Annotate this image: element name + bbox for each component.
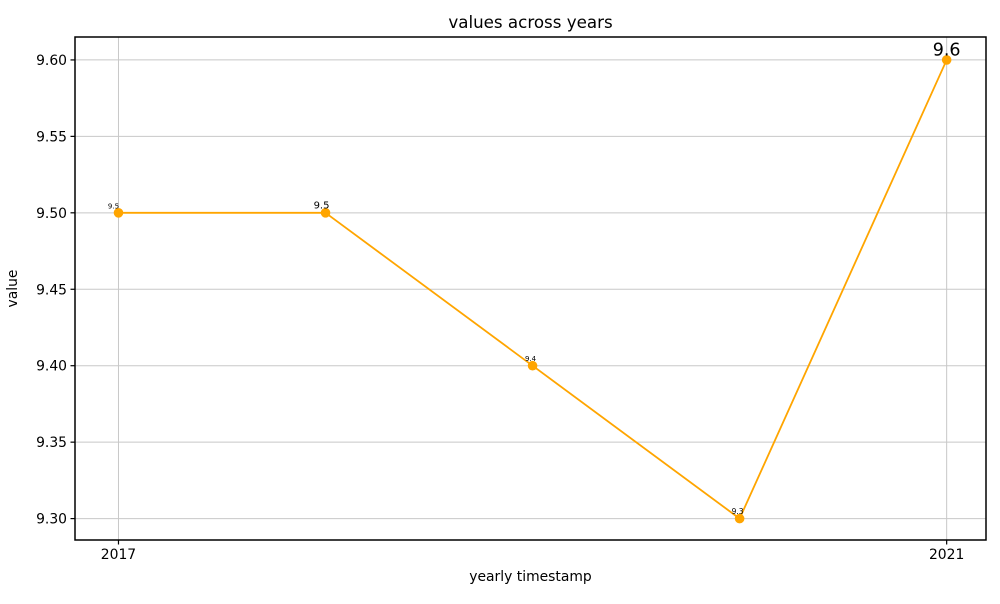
y-tick-label: 9.30 — [36, 512, 67, 528]
chart-title: values across years — [448, 12, 612, 32]
y-tick-label: 9.55 — [36, 129, 67, 145]
point-label: 9.4 — [525, 355, 537, 363]
x-tick-label: 2021 — [929, 547, 964, 563]
y-tick-label: 9.40 — [36, 359, 67, 375]
y-tick-label: 9.60 — [36, 53, 67, 69]
plot-border — [74, 36, 987, 541]
chart-generated: 9.30 9.35 9.40 9.45 9.50 9.55 9.60 2017 2021 9.5 9… — [36, 36, 987, 563]
y-tick-label: 9.35 — [36, 435, 67, 451]
point-label: 9.5 — [314, 200, 330, 211]
x-tick-label: 2017 — [101, 547, 136, 563]
data-point — [113, 208, 124, 218]
point-label: 9.3 — [732, 507, 744, 516]
point-label: 9.5 — [108, 202, 119, 210]
data-point — [734, 513, 745, 524]
data-point — [941, 55, 952, 65]
y-tick-label: 9.45 — [36, 282, 67, 298]
y-tick-label: 9.50 — [36, 206, 67, 222]
x-axis-label: yearly timestamp — [469, 569, 592, 585]
data-point — [527, 360, 538, 371]
y-axis-label: value — [5, 270, 21, 308]
data-point — [320, 208, 331, 218]
point-label: 9.6 — [933, 40, 961, 60]
